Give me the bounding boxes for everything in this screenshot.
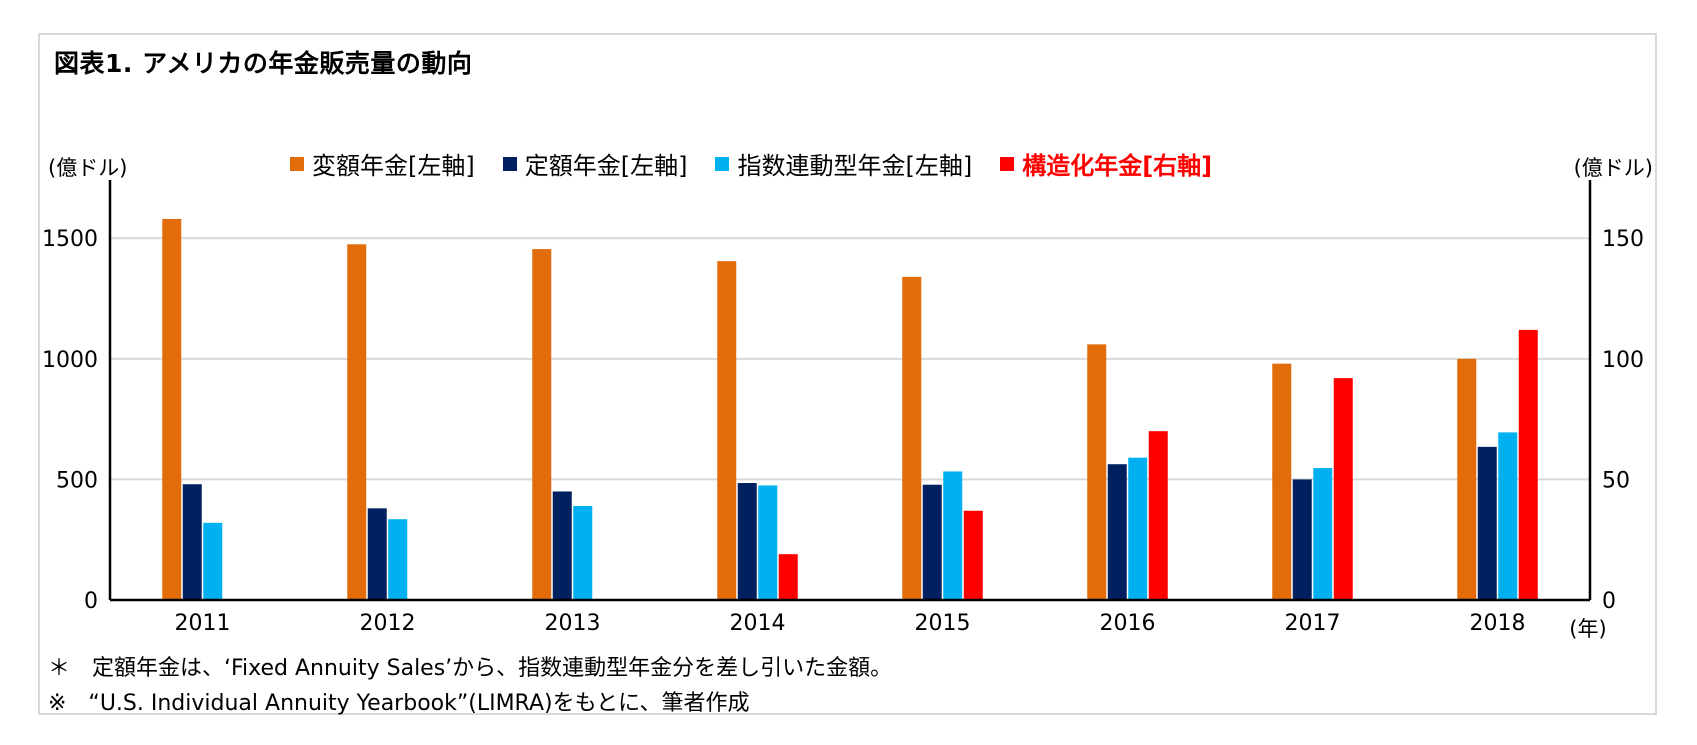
bar-series3-2016 bbox=[1148, 431, 1168, 600]
legend-label-variable: 変額年金[左軸] bbox=[312, 152, 475, 180]
legend-swatch-variable bbox=[290, 156, 304, 171]
legend: 変額年金[左軸] 定額年金[左軸] 指数連動型年金[左軸] 構造化年金[右軸] bbox=[290, 146, 1240, 181]
x-tick-label: 2015 bbox=[915, 611, 971, 636]
left-tick-label: 0 bbox=[84, 589, 98, 614]
right-tick-label: 100 bbox=[1602, 348, 1644, 373]
bar-series3-2017 bbox=[1333, 378, 1353, 600]
legend-swatch-structured bbox=[1000, 156, 1015, 171]
legend-swatch-indexed bbox=[715, 156, 730, 171]
bar-series2-2014 bbox=[758, 485, 778, 600]
right-tick-label: 50 bbox=[1602, 468, 1630, 493]
x-tick-label: 2014 bbox=[730, 611, 786, 636]
legend-item-indexed: 指数連動型年金[左軸] bbox=[715, 146, 972, 181]
bar-series2-2016 bbox=[1128, 457, 1148, 600]
legend-label-fixed: 定額年金[左軸] bbox=[524, 152, 688, 180]
bar-series3-2018 bbox=[1518, 329, 1538, 600]
bar-series2-2012 bbox=[388, 519, 408, 600]
footnote-source: ※ “U.S. Individual Annuity Yearbook”(LIM… bbox=[48, 691, 750, 716]
bar-series1-2016 bbox=[1107, 464, 1127, 600]
x-tick-label: 2018 bbox=[1470, 611, 1526, 636]
right-tick-label: 0 bbox=[1602, 589, 1616, 614]
bar-series0-2018 bbox=[1457, 358, 1477, 600]
legend-label-structured: 構造化年金[右軸] bbox=[1022, 152, 1213, 180]
left-tick-label: 1500 bbox=[42, 227, 98, 252]
right-axis-unit: (億ドル) bbox=[1573, 156, 1653, 180]
bar-series0-2015 bbox=[902, 276, 922, 600]
x-tick-label: 2011 bbox=[175, 611, 231, 636]
chart-frame bbox=[38, 33, 1657, 715]
legend-item-variable: 変額年金[左軸] bbox=[290, 146, 475, 181]
legend-item-structured: 構造化年金[右軸] bbox=[1000, 146, 1212, 181]
bar-series1-2014 bbox=[737, 483, 757, 600]
bar-series0-2012 bbox=[347, 244, 367, 600]
bar-series2-2015 bbox=[943, 471, 963, 600]
bar-series2-2011 bbox=[203, 522, 223, 600]
left-tick-label: 500 bbox=[56, 468, 98, 493]
bar-series1-2017 bbox=[1292, 479, 1312, 600]
left-axis-unit: (億ドル) bbox=[48, 156, 128, 180]
legend-label-indexed: 指数連動型年金[左軸] bbox=[737, 152, 973, 180]
bar-series2-2018 bbox=[1498, 432, 1518, 600]
bar-series1-2012 bbox=[367, 508, 387, 600]
footnote-fixed-annuity: ＊ 定額年金は、‘Fixed Annuity Sales’から、指数連動型年金分… bbox=[48, 656, 893, 681]
bar-series2-2013 bbox=[573, 505, 593, 600]
bar-series2-2017 bbox=[1313, 468, 1333, 600]
bar-series3-2014 bbox=[778, 554, 798, 600]
left-tick-label: 1000 bbox=[42, 348, 98, 373]
bar-series3-2015 bbox=[963, 510, 983, 600]
bar-series1-2011 bbox=[182, 484, 202, 600]
x-axis-unit: (年) bbox=[1569, 617, 1606, 641]
bar-series0-2013 bbox=[532, 249, 552, 600]
legend-swatch-fixed bbox=[502, 156, 517, 171]
x-tick-label: 2012 bbox=[360, 611, 416, 636]
bar-series1-2013 bbox=[552, 491, 572, 600]
x-tick-label: 2017 bbox=[1285, 611, 1341, 636]
bar-series0-2014 bbox=[717, 261, 737, 600]
bar-series1-2015 bbox=[922, 484, 942, 600]
x-tick-label: 2013 bbox=[545, 611, 601, 636]
bar-series0-2017 bbox=[1272, 363, 1292, 600]
x-tick-label: 2016 bbox=[1100, 611, 1156, 636]
bar-series1-2018 bbox=[1477, 446, 1497, 600]
legend-item-fixed: 定額年金[左軸] bbox=[502, 146, 688, 181]
right-tick-label: 150 bbox=[1602, 227, 1644, 252]
chart-title: 図表1. アメリカの年金販売量の動向 bbox=[54, 49, 473, 78]
bar-series0-2016 bbox=[1087, 344, 1107, 600]
bar-series0-2011 bbox=[162, 218, 182, 601]
